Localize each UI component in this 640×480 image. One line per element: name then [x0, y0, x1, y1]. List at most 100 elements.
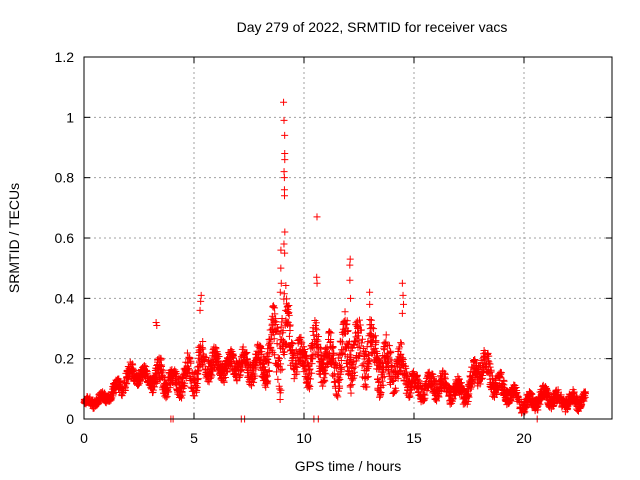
data-point: [415, 378, 423, 386]
x-tick-label: 15: [406, 430, 422, 446]
data-point: [292, 347, 300, 355]
data-point: [297, 333, 305, 341]
data-point: [280, 116, 288, 124]
data-point: [191, 392, 199, 400]
data-point: [354, 344, 362, 352]
data-point: [281, 228, 289, 236]
data-point: [277, 386, 285, 394]
data-point: [282, 341, 290, 349]
data-point: [221, 373, 229, 381]
data-point: [223, 367, 231, 375]
data-point: [285, 301, 293, 309]
data-point: [357, 326, 365, 334]
data-point: [308, 369, 316, 377]
data-point: [328, 344, 336, 352]
data-point: [161, 376, 169, 384]
data-point: [362, 347, 370, 355]
data-point: [397, 339, 405, 347]
data-point: [277, 264, 285, 272]
data-point: [344, 327, 352, 335]
data-point: [368, 324, 376, 332]
data-point: [199, 345, 207, 353]
data-point: [330, 349, 338, 357]
data-point: [271, 310, 279, 318]
data-point: [306, 375, 314, 383]
data-point: [351, 363, 359, 371]
data-point: [441, 369, 449, 377]
data-point: [479, 369, 487, 377]
data-point: [314, 332, 322, 340]
data-point: [276, 395, 284, 403]
data-point: [215, 353, 223, 361]
data-point: [264, 345, 272, 353]
data-point: [285, 311, 293, 319]
data-point: [123, 379, 131, 387]
data-point: [335, 374, 343, 382]
data-point: [185, 364, 193, 372]
data-point: [181, 379, 189, 387]
data-point: [581, 390, 589, 398]
data-point: [196, 306, 204, 314]
data-point: [397, 366, 405, 374]
y-tick-label: 0.2: [55, 351, 75, 367]
data-point: [407, 389, 415, 397]
data-point: [475, 371, 483, 379]
data-point: [363, 373, 371, 381]
data-point: [365, 362, 373, 370]
data-point: [366, 288, 374, 296]
y-tick-label: 1: [66, 109, 74, 125]
data-point: [313, 326, 321, 334]
data-point: [428, 370, 436, 378]
data-point: [194, 375, 202, 383]
data-point: [281, 340, 289, 348]
data-point: [281, 339, 289, 347]
data-point: [363, 383, 371, 391]
data-point: [313, 213, 321, 221]
data-point: [312, 324, 320, 332]
data-point: [308, 360, 316, 368]
data-point: [384, 367, 392, 375]
data-point: [528, 390, 536, 398]
data-point: [364, 373, 372, 381]
data-point: [336, 375, 344, 383]
data-point: [421, 391, 429, 399]
data-point: [270, 335, 278, 343]
data-point: [264, 358, 272, 366]
data-point: [333, 391, 341, 399]
data-point: [182, 374, 190, 382]
data-point: [236, 371, 244, 379]
data-point: [280, 348, 288, 356]
data-point: [258, 348, 266, 356]
data-point: [471, 355, 479, 363]
data-point: [339, 338, 347, 346]
data-point: [242, 349, 250, 357]
data-point: [282, 282, 290, 290]
data-point: [398, 309, 406, 317]
y-tick-label: 0: [66, 411, 74, 427]
data-point: [280, 168, 288, 176]
data-point: [289, 340, 297, 348]
data-point: [486, 363, 494, 371]
data-point: [358, 335, 366, 343]
data-point: [329, 343, 337, 351]
data-point: [366, 300, 374, 308]
data-point: [280, 240, 288, 248]
data-point: [277, 323, 285, 331]
data-point: [273, 324, 281, 332]
x-tick-label: 0: [80, 430, 88, 446]
data-point: [178, 394, 186, 402]
data-point: [283, 295, 291, 303]
data-point: [202, 353, 210, 361]
data-point: [271, 304, 279, 312]
data-point: [321, 377, 329, 385]
data-point: [397, 340, 405, 348]
data-point: [273, 327, 281, 335]
data-point: [109, 390, 117, 398]
data-point: [272, 320, 280, 328]
data-point: [206, 374, 214, 382]
y-tick-label: 1.2: [55, 49, 75, 65]
data-point: [392, 387, 400, 395]
data-point: [243, 349, 251, 357]
data-point: [292, 362, 300, 370]
data-point: [130, 367, 138, 375]
